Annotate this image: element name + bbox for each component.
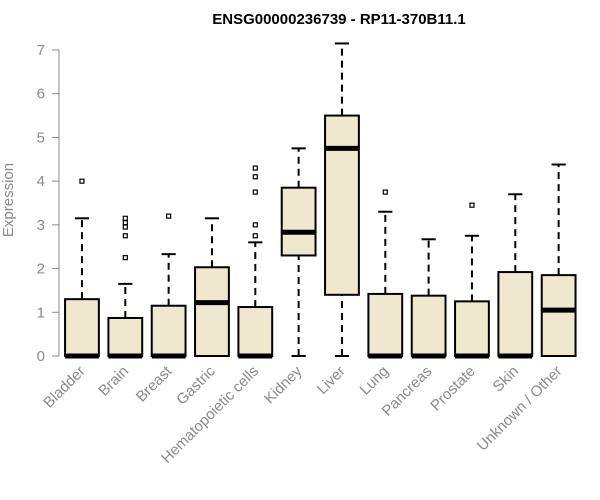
y-tick-label: 2 [37, 261, 45, 278]
outlier-point [252, 233, 258, 239]
y-tick-label: 4 [37, 173, 45, 190]
box-iqr [324, 114, 360, 296]
box-iqr [194, 266, 230, 358]
chart-title: ENSG00000236739 - RP11-370B11.1 [212, 11, 466, 28]
box-iqr [540, 274, 577, 357]
box-iqr [367, 292, 404, 358]
box-unknown-other [540, 163, 577, 357]
outlier-point [166, 213, 172, 219]
x-tick-label: Prostate [427, 363, 479, 415]
y-tick-label: 5 [37, 129, 45, 146]
box-iqr [410, 294, 447, 357]
box-bladder [64, 178, 100, 359]
y-tick-label: 3 [37, 217, 45, 234]
outlier-point [382, 189, 388, 195]
x-tick-label: Liver [314, 363, 349, 398]
x-tick-label: Lung [357, 363, 393, 399]
box-iqr [280, 186, 317, 257]
outlier-point [252, 189, 258, 195]
outlier-point [252, 174, 258, 180]
y-tick-label: 1 [37, 304, 45, 321]
x-tick-label: Kidney [261, 362, 306, 407]
box-iqr [64, 298, 100, 357]
box-breast [150, 213, 187, 359]
box-hematopoietic-cells [237, 165, 274, 359]
outlier-point [122, 215, 128, 221]
box-gastric [194, 217, 230, 358]
box-skin [497, 193, 534, 359]
box-pancreas [410, 238, 447, 359]
y-tick-label: 0 [37, 348, 45, 365]
box-iqr [150, 304, 187, 358]
outlier-point [252, 165, 258, 171]
box-lung [367, 189, 404, 359]
x-tick-label: Bladder [40, 363, 89, 412]
y-tick-label: 7 [37, 42, 45, 59]
box-prostate [454, 202, 490, 359]
box-iqr [497, 271, 534, 357]
y-axis-label: Expression [0, 163, 17, 237]
box-iqr [107, 316, 144, 357]
outlier-point [122, 224, 128, 230]
outlier-point [122, 255, 128, 261]
box-brain [107, 215, 144, 359]
x-tick-label: Skin [489, 363, 522, 396]
outlier-point [122, 220, 128, 226]
box-liver [324, 42, 360, 357]
boxes-layer [64, 42, 577, 359]
outlier-point [469, 202, 475, 208]
box-iqr [237, 306, 274, 358]
outlier-point [79, 178, 85, 184]
x-tick-label: Breast [133, 362, 176, 405]
outlier-point [122, 233, 128, 239]
box-iqr [454, 300, 490, 358]
box-kidney [280, 147, 317, 357]
y-axis: 0 1 2 3 4 5 6 7 [37, 42, 60, 365]
outlier-point [252, 222, 258, 228]
x-tick-label: Brain [95, 363, 132, 400]
y-tick-label: 6 [37, 86, 45, 103]
